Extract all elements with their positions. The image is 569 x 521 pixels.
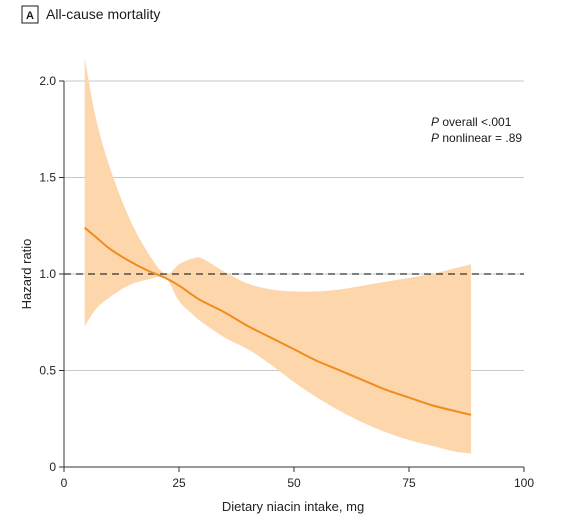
y-tick-label-2: 1.0 xyxy=(39,267,56,281)
x-axis-title: Dietary niacin intake, mg xyxy=(222,499,364,514)
p-value-annotation-1: P nonlinear = .89 xyxy=(431,131,522,145)
y-axis-title: Hazard ratio xyxy=(19,239,34,310)
x-tick-label-1: 25 xyxy=(172,476,186,490)
x-ticks: 0 25 50 75 100 xyxy=(61,467,534,490)
p-symbol: P xyxy=(431,115,439,129)
chart-title-group: A All-cause mortality xyxy=(21,5,160,24)
y-ticks: 0 0.5 1.0 1.5 2.0 xyxy=(39,74,64,474)
x-tick-label-0: 0 xyxy=(61,476,68,490)
y-tick-label-4: 2.0 xyxy=(39,74,56,88)
x-tick-label-2: 50 xyxy=(287,476,301,490)
panel-letter: A xyxy=(26,10,34,22)
p-value-text: nonlinear = .89 xyxy=(439,131,522,145)
y-tick-label-0: 0 xyxy=(49,460,56,474)
y-tick-label-1: 0.5 xyxy=(39,364,56,378)
y-tick-label-3: 1.5 xyxy=(39,171,56,185)
chart-title: All-cause mortality xyxy=(46,6,160,22)
p-value-text: overall <.001 xyxy=(439,115,512,129)
hazard-ratio-line xyxy=(84,226,472,416)
p-symbol: P xyxy=(431,131,439,145)
confidence-band xyxy=(84,57,472,454)
x-tick-label-4: 100 xyxy=(514,476,534,490)
x-tick-label-3: 75 xyxy=(402,476,416,490)
p-value-annotation-0: P overall <.001 xyxy=(431,115,512,129)
panel-letter-box xyxy=(21,5,39,24)
